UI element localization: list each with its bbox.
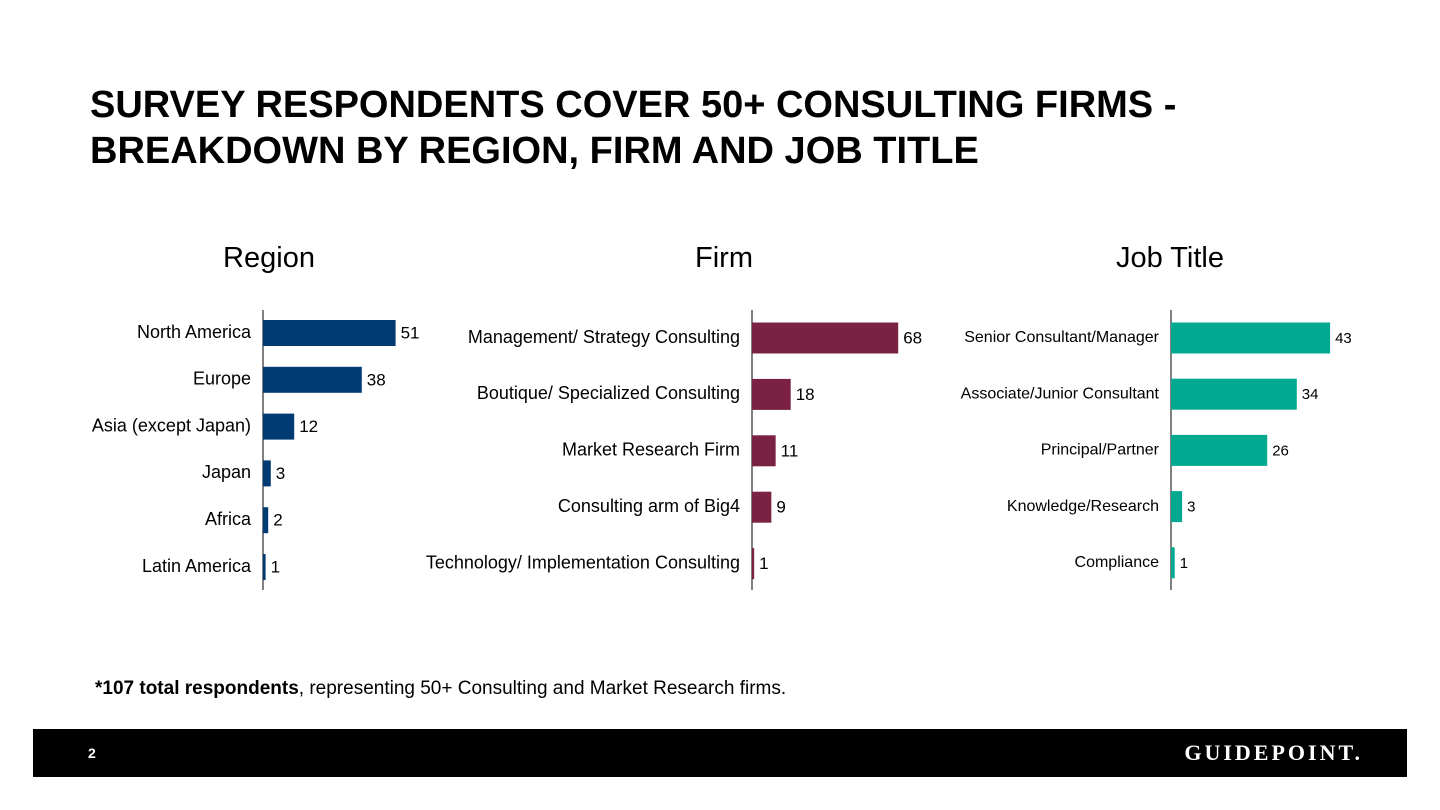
- job-title-bar: [1171, 547, 1175, 579]
- job-title-category-label: Associate/Junior Consultant: [961, 385, 1160, 402]
- firm-value-label: 18: [796, 385, 815, 404]
- firm-bar: [752, 435, 776, 467]
- region-category-label: Africa: [205, 509, 252, 529]
- region-value-label: 1: [271, 557, 280, 576]
- region-category-label: North America: [137, 322, 252, 342]
- job-title-value-label: 43: [1335, 330, 1352, 347]
- region-bar: [263, 460, 271, 487]
- job-title-value-label: 34: [1302, 386, 1319, 403]
- firm-value-label: 9: [776, 498, 785, 517]
- footnote-rest: , representing 50+ Consulting and Market…: [298, 678, 787, 699]
- slide-title: SURVEY RESPONDENTS COVER 50+ CONSULTING …: [90, 82, 1176, 174]
- job-title-value-label: 3: [1187, 499, 1195, 516]
- job-title-bar: [1171, 378, 1297, 410]
- firm-bar: [752, 491, 772, 523]
- job-title-chart-title: Job Title: [1116, 242, 1224, 274]
- job-title-category-label: Compliance: [1075, 554, 1160, 571]
- region-bar: [263, 366, 362, 393]
- firm-value-label: 68: [903, 328, 922, 347]
- job-title-bar: [1171, 322, 1331, 354]
- region-value-label: 12: [299, 417, 318, 436]
- firm-value-label: 1: [759, 554, 768, 573]
- footnote: *107 total respondents, representing 50+…: [95, 677, 786, 701]
- region-chart-title: Region: [223, 242, 315, 274]
- region-bar: [263, 413, 295, 440]
- firm-chart: Management/ Strategy Consulting 68 Boutiqu…: [426, 310, 922, 590]
- firm-category-label: Market Research Firm: [562, 440, 740, 460]
- firm-bar: [752, 378, 791, 410]
- firm-chart-title: Firm: [695, 242, 753, 274]
- region-bar: [263, 554, 266, 580]
- region-category-label: Europe: [193, 369, 251, 389]
- region-bar: [263, 320, 396, 346]
- region-value-label: 51: [401, 323, 420, 342]
- region-category-label: Japan: [202, 462, 251, 482]
- region-category-label: Asia (except Japan): [92, 415, 251, 435]
- title-line-2: BREAKDOWN BY REGION, FIRM AND JOB TITLE: [90, 130, 979, 172]
- job-title-bar: [1171, 434, 1268, 466]
- job-title-bar: [1171, 491, 1183, 523]
- job-title-value-label: 1: [1180, 555, 1188, 572]
- job-title-category-label: Knowledge/Research: [1007, 498, 1159, 515]
- guidepoint-logo: GUIDEPOINT.: [1184, 740, 1363, 765]
- region-chart: North America 51 Europe 38 Asia (except Japa…: [92, 310, 420, 590]
- job-title-value-label: 26: [1272, 442, 1289, 459]
- firm-value-label: 11: [781, 441, 799, 460]
- job-title-chart: Senior Consultant/Manager 43 Associate/Jun…: [961, 310, 1352, 590]
- region-bar: [263, 507, 269, 534]
- firm-category-label: Boutique/ Specialized Consulting: [477, 383, 740, 403]
- region-category-label: Latin America: [142, 556, 252, 576]
- footer-bar: 2 GUIDEPOINT.: [33, 729, 1407, 777]
- job-title-category-label: Senior Consultant/Manager: [964, 329, 1159, 346]
- firm-bar: [752, 548, 755, 580]
- firm-category-label: Consulting arm of Big4: [558, 496, 740, 516]
- region-value-label: 38: [367, 370, 386, 389]
- job-title-category-label: Principal/Partner: [1041, 442, 1160, 459]
- firm-category-label: Technology/ Implementation Consulting: [426, 552, 740, 572]
- footnote-bold: *107 total respondents: [95, 678, 299, 699]
- region-value-label: 3: [276, 464, 285, 483]
- region-value-label: 2: [273, 511, 282, 530]
- firm-category-label: Management/ Strategy Consulting: [468, 327, 740, 347]
- firm-bar: [752, 322, 899, 354]
- page-number: 2: [88, 745, 96, 761]
- title-line-1: SURVEY RESPONDENTS COVER 50+ CONSULTING …: [90, 84, 1177, 126]
